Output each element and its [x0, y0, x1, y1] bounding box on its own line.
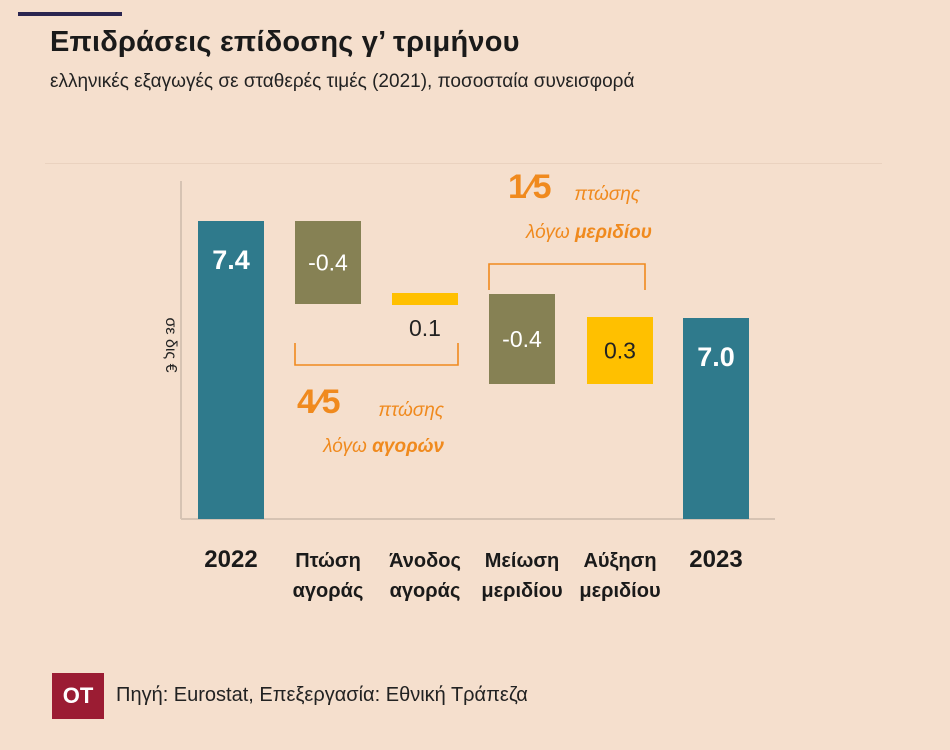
bar-4 [587, 317, 653, 384]
bracket-market [294, 343, 459, 366]
category-label-5: 2023 [689, 546, 742, 573]
bar-3 [489, 294, 555, 384]
y-axis-label: σε δις € [162, 318, 179, 373]
chart-title: Επιδράσεις επίδοσης γ’ τριμήνου [50, 26, 520, 58]
bar-value-label-0: 7.4 [212, 245, 250, 275]
bar-value-label-4: 0.3 [604, 338, 636, 364]
bar-1 [295, 221, 361, 304]
header-divider [45, 163, 882, 164]
top-accent-line [18, 12, 122, 16]
fraction-share: 1⁄5 [508, 168, 552, 206]
category-label-4: Αύξηση μεριδίου [579, 550, 660, 602]
bar-2 [392, 293, 458, 305]
bar-0 [198, 221, 264, 519]
waterfall-chart: σε δις € 7.4 -0.4 0.1 -0.4 0.3 7.0 2022 Πτώση αγο… [162, 168, 775, 602]
bar-5 [683, 318, 749, 519]
bar-value-label-3: -0.4 [502, 326, 542, 352]
annotation-line1-share: πτώσης [574, 184, 640, 205]
bar-value-label-5: 7.0 [697, 342, 735, 372]
category-label-3: Μείωση μεριδίου [481, 550, 562, 602]
fraction-market: 4⁄5 [297, 383, 341, 421]
category-label-2: Άνοδος αγοράς [389, 550, 461, 602]
bracket-share [488, 263, 646, 290]
annotation-line2-share: λόγω μεριδίου [525, 222, 652, 243]
annotation-line2-market: λόγω αγορών [322, 436, 444, 457]
chart-subtitle: ελληνικές εξαγωγές σε σταθερές τιμές (20… [50, 71, 635, 92]
source-note: Πηγή: Eurostat, Επεξεργασία: Εθνική Τράπ… [116, 684, 528, 706]
category-label-1: Πτώση αγοράς [293, 550, 364, 602]
bar-value-label-2: 0.1 [409, 315, 441, 341]
ot-logo: OT [52, 673, 104, 719]
annotation-line1-market: πτώσης [378, 400, 444, 421]
category-label-0: 2022 [204, 546, 257, 573]
bar-value-label-1: -0.4 [308, 250, 348, 276]
